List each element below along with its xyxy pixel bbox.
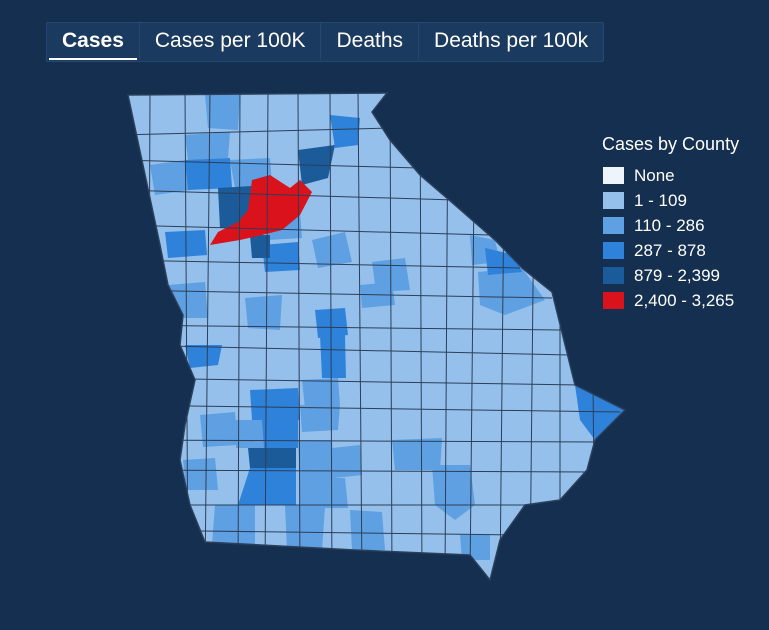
legend-swatch <box>602 216 625 235</box>
legend-item-110-286: 110 - 286 <box>602 213 739 238</box>
map-metric-tabs: Cases Cases per 100K Deaths Deaths per 1… <box>46 22 605 62</box>
legend-item-287-878: 287 - 878 <box>602 238 739 263</box>
georgia-county-map[interactable] <box>120 88 630 583</box>
legend-label: 287 - 878 <box>634 240 706 260</box>
legend-title: Cases by County <box>602 134 740 154</box>
state-outline <box>127 92 627 582</box>
tab-cases-per-100k[interactable]: Cases per 100K <box>140 23 322 59</box>
legend-item-879-2399: 879 - 2,399 <box>602 263 739 288</box>
legend-label: 879 - 2,399 <box>634 265 721 285</box>
legend-item-1-109: 1 - 109 <box>602 188 739 213</box>
map-legend: Cases by County None 1 - 109 110 - 286 2… <box>602 134 739 313</box>
legend-swatch <box>602 266 625 285</box>
tab-deaths-per-100k[interactable]: Deaths per 100k <box>434 29 589 52</box>
legend-swatch <box>602 291 625 310</box>
legend-label: None <box>634 165 675 185</box>
map-svg <box>127 92 627 582</box>
legend-label: 2,400 - 3,265 <box>634 290 735 310</box>
legend-swatch <box>602 241 625 260</box>
tab-cases[interactable]: Cases <box>47 23 140 60</box>
legend-label: 110 - 286 <box>634 215 705 235</box>
legend-swatch <box>602 166 625 185</box>
tab-deaths[interactable]: Deaths <box>321 23 420 59</box>
legend-item-2400-3265: 2,400 - 3,265 <box>602 288 739 313</box>
legend-item-none: None <box>602 163 739 188</box>
legend-label: 1 - 109 <box>634 190 687 210</box>
legend-swatch <box>602 191 625 210</box>
